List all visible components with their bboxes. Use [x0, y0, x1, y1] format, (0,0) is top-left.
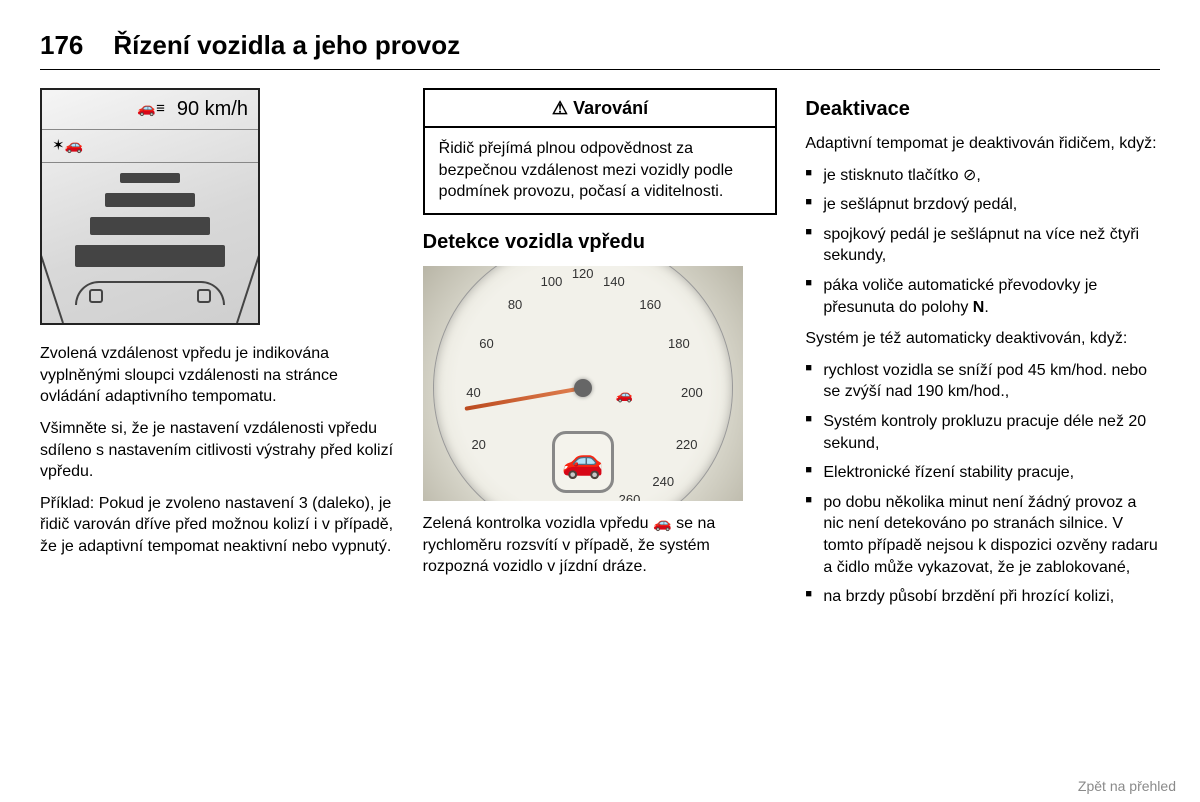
list-item: je sešlápnut brzdový pedál, [805, 194, 1160, 216]
vehicle-ahead-small-icon: 🚗 [616, 386, 633, 405]
warning-icon: ⚠ [552, 98, 568, 118]
list-item: rychlost vozidla se sníží pod 45 km/hod.… [805, 360, 1160, 403]
distance-bar-4 [75, 245, 225, 267]
content-columns: 🚗≡ 90 km/h ✶🚗 Zvolená vzdálenost vpředu … [40, 88, 1160, 618]
gauge-n-200: 200 [681, 385, 703, 403]
distance-bar-2 [105, 193, 195, 207]
gauge-n-220: 220 [676, 437, 698, 455]
gauge-n-160: 160 [639, 296, 661, 314]
col1-para-2: Všimněte si, že je nastavení vzdálenosti… [40, 418, 395, 483]
own-car-silhouette [75, 281, 225, 305]
warning-body: Řidič přejímá plnou odpovědnost za bezpe… [425, 128, 776, 213]
gauge-n-60: 60 [479, 335, 493, 353]
gear-n: N [973, 299, 985, 316]
collision-icon: ✶🚗 [52, 136, 83, 156]
display-road-graphic [42, 163, 258, 323]
column-2: ⚠ Varování Řidič přejímá plnou odpovědno… [423, 88, 778, 618]
vehicle-ahead-badge: 🚗 [552, 431, 614, 493]
gauge-n-100: 100 [541, 273, 563, 291]
distance-bar-1 [120, 173, 180, 183]
warning-box: ⚠ Varování Řidič přejímá plnou odpovědno… [423, 88, 778, 215]
gauge-n-260: 260 [619, 491, 641, 501]
display-top-row: 🚗≡ 90 km/h [42, 90, 258, 130]
li-text: spojkový pedál je sešlápnut na více než … [823, 226, 1139, 265]
gauge-n-120: 120 [572, 266, 594, 283]
page-title: Řízení vozidla a jeho provoz [113, 30, 460, 61]
list-item: je stisknuto tlačítko ⊘, [805, 165, 1160, 187]
speedometer-figure: 20 40 60 80 100 120 140 160 180 200 220 … [423, 266, 743, 501]
li-text: je stisknuto tlačítko [823, 167, 963, 184]
list-item: Elektronické řízení stability pracuje, [805, 462, 1160, 484]
page-header: 176 Řízení vozidla a jeho provoz [40, 30, 1160, 70]
list-item: spojkový pedál je sešlápnut na více než … [805, 224, 1160, 267]
warning-heading-text: Varování [573, 98, 648, 118]
distance-bar-3 [90, 217, 210, 235]
column-3: Deaktivace Adaptivní tempomat je deaktiv… [805, 88, 1160, 618]
detection-subhead: Detekce vozidla vpředu [423, 229, 778, 256]
detection-paragraph: Zelená kontrolka vozidla vpředu 🚗 se na … [423, 513, 778, 578]
deactivation-list-driver: je stisknuto tlačítko ⊘, je sešlápnut br… [805, 165, 1160, 319]
deactivation-intro: Adaptivní tempomat je deaktivován řidiče… [805, 133, 1160, 155]
gauge-n-20: 20 [471, 437, 485, 455]
vehicle-ahead-inline-icon: 🚗 [653, 514, 672, 534]
col1-para-1: Zvolená vzdálenost vpředu je indikována … [40, 343, 395, 408]
list-item: Systém kontroly prokluzu pracuje déle ne… [805, 411, 1160, 454]
list-item: po dobu několika minut není žádný provoz… [805, 492, 1160, 578]
page-number: 176 [40, 30, 83, 61]
back-to-overview-link[interactable]: Zpět na přehled [1078, 778, 1176, 794]
detection-text-pre: Zelená kontrolka vozidla vpředu [423, 515, 653, 532]
col1-para-3: Příklad: Pokud je zvoleno nastavení 3 (d… [40, 493, 395, 558]
speed-readout: 90 km/h [177, 96, 248, 123]
li-text-post: , [976, 167, 980, 184]
display-warn-row: ✶🚗 [42, 130, 258, 163]
gauge-n-140: 140 [603, 273, 625, 291]
deactivation-intro2: Systém je též automaticky deaktivován, k… [805, 328, 1160, 350]
column-1: 🚗≡ 90 km/h ✶🚗 Zvolená vzdálenost vpředu … [40, 88, 395, 618]
vehicle-ahead-icon: 🚗 [562, 439, 604, 485]
li-text: páka voliče automatické převodovky je př… [823, 277, 1097, 316]
gauge-n-240: 240 [652, 473, 674, 491]
deactivation-subhead: Deaktivace [805, 96, 1160, 123]
list-item: na brzdy působí brzdění při hrozící koli… [805, 586, 1160, 608]
li-text: je sešlápnut brzdový pedál, [823, 196, 1017, 213]
list-item: páka voliče automatické převodovky je př… [805, 275, 1160, 318]
needle-cap [574, 379, 592, 397]
gauge-n-80: 80 [508, 296, 522, 314]
gauge-n-40: 40 [466, 385, 480, 403]
gauge-n-180: 180 [668, 335, 690, 353]
deactivation-list-auto: rychlost vozidla se sníží pod 45 km/hod.… [805, 360, 1160, 608]
acc-icon: 🚗≡ [137, 99, 164, 119]
warning-heading: ⚠ Varování [425, 90, 776, 128]
cancel-icon: ⊘ [963, 167, 976, 184]
acc-display-figure: 🚗≡ 90 km/h ✶🚗 [40, 88, 260, 325]
li-text-post: . [984, 299, 988, 316]
